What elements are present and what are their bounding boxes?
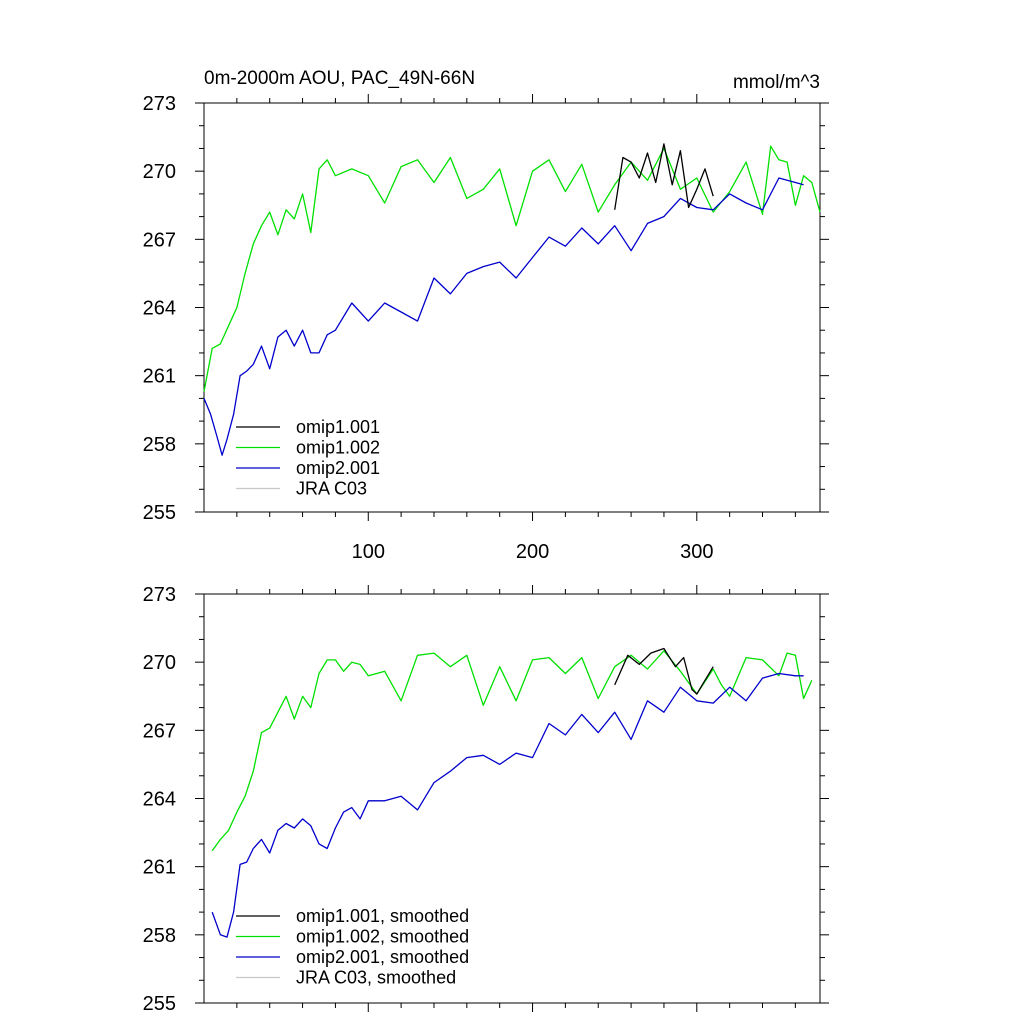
y-tick-label: 264 — [143, 298, 176, 320]
y-tick-label: 261 — [143, 857, 176, 879]
y-tick-label: 273 — [143, 93, 176, 115]
y-tick-label: 261 — [143, 366, 176, 388]
y-tick-label: 267 — [143, 229, 176, 251]
legend-label: omip1.002 — [296, 438, 380, 458]
chart-title: 0m-2000m AOU, PAC_49N-66N — [204, 68, 475, 89]
legend-label: omip1.001, smoothed — [296, 906, 469, 926]
y-tick-label: 270 — [143, 652, 176, 674]
legend-label: JRA C03 — [296, 479, 367, 499]
bottom-panel: 255 258 261 264 267 270 273 omip1.001, smoothed… — [143, 584, 829, 1015]
y-tick-label: 258 — [143, 434, 176, 456]
y-tick-label: 264 — [143, 789, 176, 811]
y-tick-label: 267 — [143, 720, 176, 742]
x-tick-label: 100 — [352, 541, 385, 563]
x-tick-label: 200 — [516, 541, 549, 563]
y-tick-label: 270 — [143, 161, 176, 183]
units-label: mmol/m^3 — [733, 72, 820, 93]
series-line-omip2-001 — [203, 177, 804, 456]
legend-label: omip1.002, smoothed — [296, 927, 469, 947]
series-line-omip1-001-smoothed — [614, 647, 714, 695]
legend-label: JRA C03, smoothed — [296, 968, 456, 988]
series-line-omip2-001-smoothed — [211, 672, 804, 938]
legend-label: omip2.001 — [296, 458, 380, 478]
y-tick-label: 273 — [143, 584, 176, 606]
y-tick-label: 258 — [143, 925, 176, 947]
legend-label: omip1.001 — [296, 417, 380, 437]
x-tick-label: 300 — [680, 541, 713, 563]
series-line-omip1-002-smoothed — [211, 650, 813, 852]
y-tick-label: 255 — [143, 993, 176, 1015]
legend-label: omip2.001, smoothed — [296, 947, 469, 967]
y-tick-label: 255 — [143, 502, 176, 524]
series-line-omip1-002 — [203, 145, 821, 392]
series-line-omip1-001 — [614, 143, 714, 210]
